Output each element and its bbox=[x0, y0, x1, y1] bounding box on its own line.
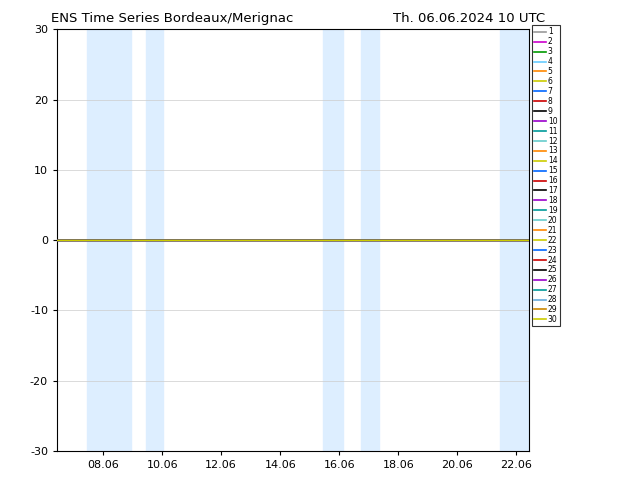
Bar bbox=[361, 29, 379, 451]
Bar bbox=[87, 29, 131, 451]
Bar bbox=[146, 29, 164, 451]
Legend: 1, 2, 3, 4, 5, 6, 7, 8, 9, 10, 11, 12, 13, 14, 15, 16, 17, 18, 19, 20, 21, 22, 2: 1, 2, 3, 4, 5, 6, 7, 8, 9, 10, 11, 12, 1… bbox=[532, 25, 560, 326]
Text: Th. 06.06.2024 10 UTC: Th. 06.06.2024 10 UTC bbox=[393, 12, 545, 25]
Bar bbox=[500, 29, 529, 451]
Bar bbox=[323, 29, 344, 451]
Text: ENS Time Series Bordeaux/Merignac: ENS Time Series Bordeaux/Merignac bbox=[51, 12, 293, 25]
